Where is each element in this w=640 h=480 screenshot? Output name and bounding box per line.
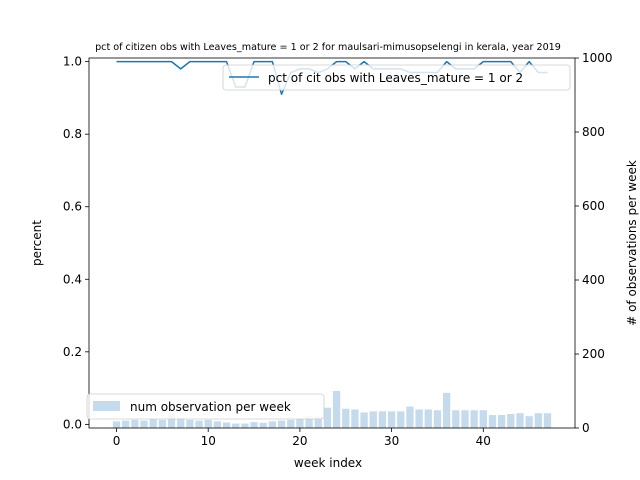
chart-title: pct of citizen obs with Leaves_mature = … — [95, 42, 561, 53]
bars-layer — [112, 391, 552, 428]
y-right-tick-label: 200 — [582, 347, 605, 361]
bar — [213, 421, 222, 428]
bar — [424, 409, 432, 428]
bar — [415, 409, 423, 428]
bar — [323, 407, 332, 428]
y-right-tick-label: 800 — [582, 125, 605, 139]
y-left-tick-label: 0.4 — [63, 272, 82, 286]
bar — [222, 422, 231, 428]
bar — [397, 411, 405, 428]
x-tick-label: 20 — [292, 434, 307, 448]
y-left-tick-label: 0.0 — [63, 417, 82, 431]
bar — [167, 413, 176, 428]
plot-frame — [88, 57, 576, 429]
bar — [149, 418, 157, 428]
bar — [479, 410, 487, 428]
bar — [433, 410, 442, 428]
x-tick-label: 10 — [201, 434, 216, 448]
bar — [296, 418, 304, 428]
bar — [204, 419, 212, 428]
x-tick-label: 40 — [476, 434, 491, 448]
y-left-tick-label: 0.8 — [63, 127, 82, 141]
y-right-axis-ticks: 0 200 400 600 800 1000 — [575, 51, 613, 435]
y-right-tick-label: 600 — [582, 199, 605, 213]
legend-bar-box — [86, 393, 325, 420]
y-left-axis-label: percent — [30, 220, 44, 266]
bar — [378, 411, 387, 428]
legend-bar-swatch — [93, 401, 120, 411]
bar — [488, 415, 497, 428]
y-left-tick-label: 1.0 — [63, 55, 82, 69]
legend-line: pct of cit obs with Leaves_mature = 1 or… — [222, 64, 571, 91]
legend-bar-label: num observation per week — [130, 400, 291, 414]
bar — [543, 413, 552, 428]
bar — [387, 411, 396, 428]
y-left-tick-label: 0.6 — [63, 200, 82, 214]
bar — [442, 392, 451, 428]
bar — [277, 420, 286, 428]
legend-bar: num observation per week — [86, 393, 325, 420]
y-right-axis-label: # of observations per week — [625, 160, 639, 326]
y-right-tick-label: 400 — [582, 273, 605, 287]
bar — [534, 413, 542, 428]
y-right-tick-label: 1000 — [582, 51, 613, 65]
bar — [497, 415, 506, 428]
bar — [140, 420, 148, 428]
y-left-axis-ticks: 0.0 0.2 0.4 0.6 0.8 1.0 — [63, 55, 89, 431]
bar — [232, 423, 240, 428]
x-tick-label: 30 — [384, 434, 399, 448]
bar — [112, 421, 121, 428]
bar — [158, 419, 167, 428]
bar — [525, 416, 533, 428]
x-axis-label: week index — [294, 456, 362, 470]
bar — [406, 406, 414, 428]
bar — [268, 421, 277, 428]
y-right-tick-label: 0 — [582, 421, 590, 435]
bar — [369, 411, 377, 428]
x-tick-label: 0 — [113, 434, 121, 448]
bar — [452, 410, 460, 428]
bar — [516, 413, 524, 428]
bar — [332, 391, 341, 428]
bar — [186, 419, 194, 428]
bar — [507, 413, 515, 428]
bar — [131, 419, 139, 428]
bar — [314, 416, 322, 428]
bar — [470, 410, 478, 428]
bar — [177, 417, 185, 428]
legend-line-label: pct of cit obs with Leaves_mature = 1 or… — [268, 71, 523, 85]
bar — [360, 412, 368, 428]
bar — [305, 416, 313, 428]
bar — [122, 420, 130, 428]
bar — [259, 422, 267, 428]
bar — [351, 409, 359, 428]
bar — [195, 420, 203, 428]
bar — [250, 422, 258, 428]
bar — [342, 408, 350, 428]
bar — [287, 419, 295, 428]
bar — [241, 423, 249, 428]
y-left-tick-label: 0.2 — [63, 345, 82, 359]
bar — [461, 410, 469, 428]
x-axis-ticks: 0 10 20 30 40 — [113, 428, 491, 448]
legend-line-box — [222, 64, 571, 91]
